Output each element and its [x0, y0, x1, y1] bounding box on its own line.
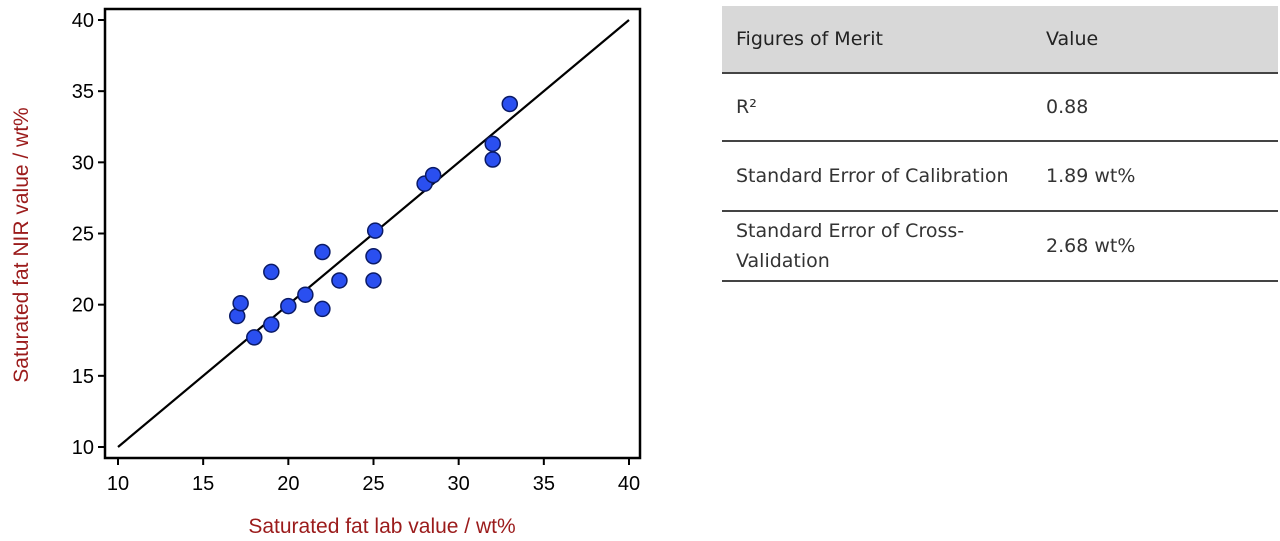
x-tick-label: 10: [107, 473, 129, 495]
data-point: [365, 248, 382, 265]
y-tick-label: 25: [72, 224, 94, 246]
x-tick-label: 30: [448, 473, 470, 495]
y-tick-label: 20: [72, 295, 94, 317]
y-axis: 10 15 20 25 30 35 40: [72, 10, 105, 459]
data-point: [365, 272, 382, 289]
x-tick-label: 15: [192, 473, 214, 495]
data-point: [263, 263, 280, 281]
header-figures-of-merit: Figures of Merit: [722, 6, 1032, 74]
data-points: [228, 95, 519, 346]
header-value: Value: [1032, 6, 1278, 74]
y-tick-label: 10: [72, 437, 94, 459]
data-point: [484, 151, 501, 168]
data-point: [232, 294, 249, 312]
x-tick-label: 35: [533, 473, 555, 495]
row-label-sec: Standard Error of Calibration: [722, 141, 1032, 212]
table-row: Standard Error of Calibration 1.89 wt%: [722, 141, 1278, 212]
y-tick-label: 40: [72, 10, 94, 32]
scatter-chart: 10 15 20 25 30 35 40 10 15 20 25 30 35 40 Saturated …: [10, 7, 642, 538]
data-point: [424, 166, 442, 184]
row-value-secv: 2.68 wt%: [1032, 211, 1278, 282]
x-tick-label: 40: [618, 473, 640, 495]
data-point: [366, 222, 384, 239]
row-value-sec: 1.89 wt%: [1032, 141, 1278, 212]
y-tick-label: 35: [72, 81, 94, 103]
data-point: [314, 300, 331, 318]
row-label-r-squared: R²: [722, 73, 1032, 142]
table-row: R² 0.88: [722, 73, 1278, 142]
data-point: [314, 243, 331, 261]
data-point: [484, 135, 501, 153]
data-point: [280, 297, 297, 315]
data-point: [297, 286, 314, 303]
x-tick-label: 25: [362, 473, 384, 495]
y-tick-label: 15: [72, 366, 94, 388]
data-point: [501, 95, 519, 113]
data-point: [246, 329, 263, 346]
y-tick-label: 30: [72, 152, 94, 174]
table-row: Standard Error of Cross-Validation 2.68 …: [722, 211, 1278, 282]
row-value-r-squared: 0.88: [1032, 73, 1278, 142]
data-point: [331, 272, 348, 289]
data-point: [263, 316, 280, 333]
table-header-row: Figures of Merit Value: [722, 6, 1278, 74]
row-label-secv: Standard Error of Cross-Validation: [722, 211, 1032, 282]
x-axis: 10 15 20 25 30 35 40: [107, 458, 640, 495]
figures-of-merit-table: Figures of Merit Value R² 0.88 Standard …: [722, 6, 1278, 282]
x-tick-label: 20: [277, 473, 299, 495]
x-axis-title: Saturated fat lab value / wt%: [248, 515, 515, 538]
y-axis-title: Saturated fat NIR value / wt%: [10, 107, 33, 382]
